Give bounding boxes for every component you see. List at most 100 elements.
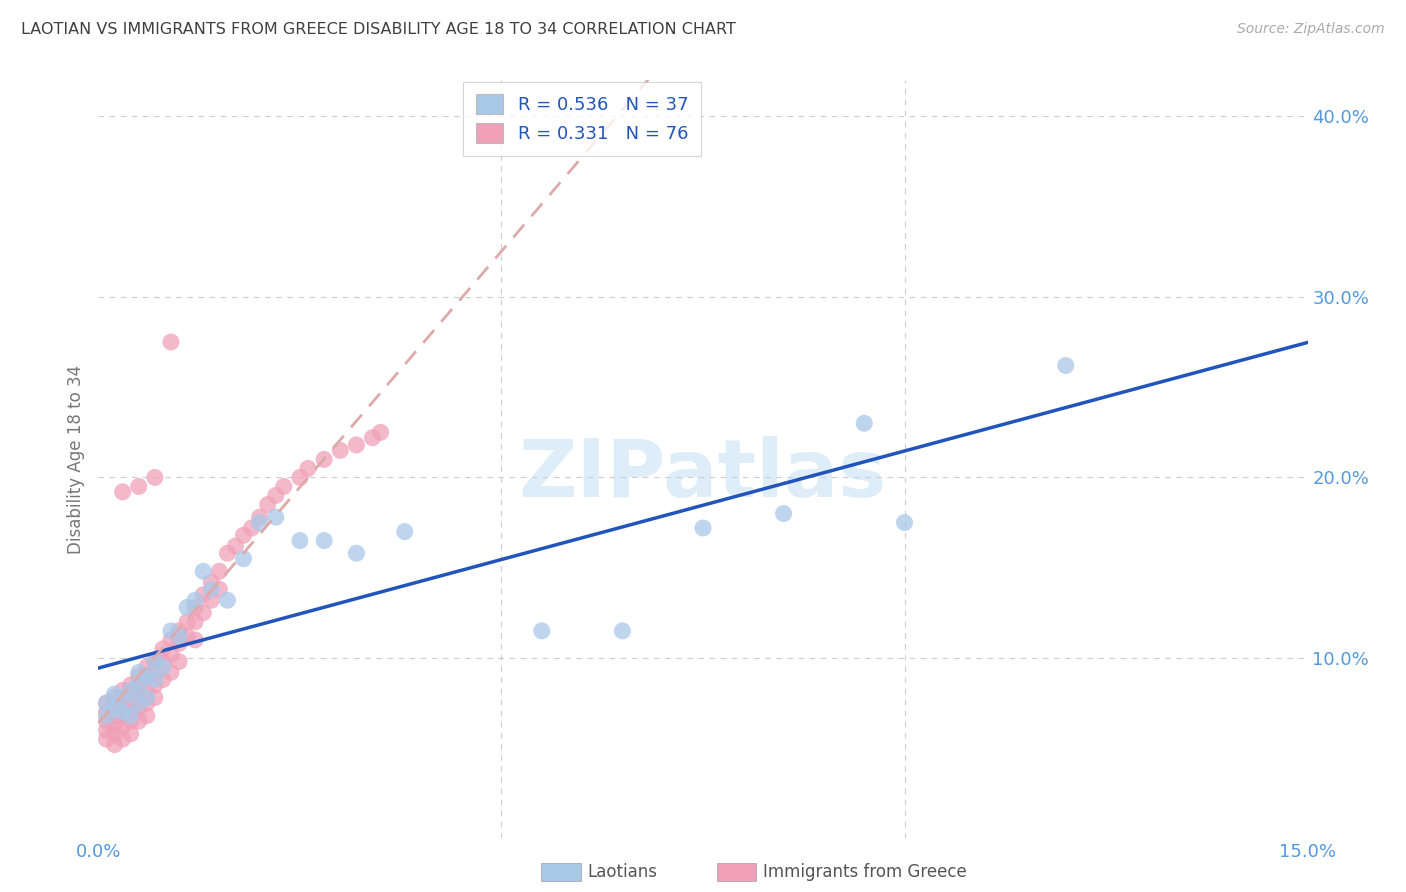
Point: [224, 539, 246, 553]
Point: [160, 632, 183, 647]
Point: [120, 708, 142, 723]
Point: [128, 669, 150, 683]
Point: [370, 425, 392, 440]
Point: [111, 690, 134, 705]
Point: [143, 655, 166, 669]
Point: [176, 615, 198, 629]
Point: [361, 431, 384, 445]
Point: [530, 624, 553, 638]
Point: [128, 678, 150, 692]
Point: [208, 564, 231, 578]
Point: [264, 510, 287, 524]
Point: [128, 690, 150, 705]
Point: [240, 521, 263, 535]
Point: [167, 636, 190, 650]
Point: [103, 720, 125, 734]
Point: [96, 732, 118, 747]
Point: [176, 600, 198, 615]
Point: [256, 498, 278, 512]
Point: [1054, 359, 1077, 373]
Point: [167, 624, 190, 638]
Point: [135, 708, 157, 723]
Point: [394, 524, 416, 539]
Point: [128, 714, 150, 728]
Point: [160, 334, 183, 349]
Point: [103, 727, 125, 741]
Point: [193, 564, 215, 578]
Point: [143, 690, 166, 705]
Point: [297, 461, 319, 475]
Point: [111, 683, 134, 698]
Point: [120, 696, 142, 710]
Point: [143, 678, 166, 692]
Point: [232, 528, 254, 542]
Point: [314, 452, 336, 467]
Point: [143, 673, 166, 687]
Point: [200, 593, 222, 607]
Point: [217, 546, 239, 560]
Point: [96, 696, 118, 710]
Point: [167, 629, 190, 643]
Point: [200, 582, 222, 597]
Point: [176, 629, 198, 643]
Point: [111, 701, 134, 715]
Text: Source: ZipAtlas.com: Source: ZipAtlas.com: [1237, 22, 1385, 37]
Point: [217, 593, 239, 607]
Text: LAOTIAN VS IMMIGRANTS FROM GREECE DISABILITY AGE 18 TO 34 CORRELATION CHART: LAOTIAN VS IMMIGRANTS FROM GREECE DISABI…: [21, 22, 735, 37]
Point: [314, 533, 336, 548]
Point: [344, 546, 367, 560]
Point: [329, 443, 352, 458]
Point: [288, 533, 311, 548]
Point: [152, 642, 174, 657]
Point: [200, 575, 222, 590]
Point: [103, 708, 125, 723]
Point: [288, 470, 311, 484]
Point: [111, 690, 134, 705]
Point: [167, 655, 190, 669]
Point: [135, 660, 157, 674]
Point: [111, 484, 134, 499]
Point: [893, 516, 915, 530]
Point: [111, 732, 134, 747]
Point: [120, 683, 142, 698]
Point: [120, 678, 142, 692]
Point: [184, 615, 207, 629]
Point: [143, 665, 166, 680]
Point: [143, 470, 166, 484]
Point: [249, 510, 271, 524]
Point: [128, 678, 150, 692]
Point: [135, 690, 157, 705]
Text: Immigrants from Greece: Immigrants from Greece: [763, 863, 967, 881]
Point: [120, 705, 142, 719]
Point: [128, 665, 150, 680]
Point: [135, 696, 157, 710]
Point: [160, 665, 183, 680]
Point: [103, 701, 125, 715]
Point: [184, 600, 207, 615]
Point: [184, 632, 207, 647]
Point: [853, 417, 876, 431]
Point: [184, 593, 207, 607]
Point: [103, 701, 125, 715]
Point: [96, 708, 118, 723]
Point: [96, 705, 118, 719]
Point: [692, 521, 714, 535]
Point: [128, 479, 150, 493]
Point: [103, 690, 125, 705]
Point: [152, 655, 174, 669]
Point: [193, 588, 215, 602]
Point: [193, 606, 215, 620]
Point: [135, 683, 157, 698]
Point: [96, 696, 118, 710]
Point: [152, 673, 174, 687]
Point: [273, 479, 295, 493]
Point: [120, 727, 142, 741]
Point: [96, 723, 118, 738]
Point: [135, 669, 157, 683]
Point: [249, 516, 271, 530]
Point: [612, 624, 634, 638]
Point: [96, 714, 118, 728]
Point: [111, 720, 134, 734]
Legend: R = 0.536   N = 37, R = 0.331   N = 76: R = 0.536 N = 37, R = 0.331 N = 76: [464, 82, 700, 156]
Point: [128, 701, 150, 715]
